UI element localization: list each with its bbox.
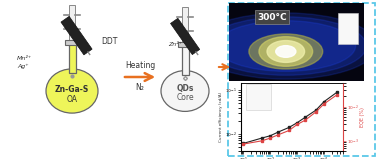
Bar xyxy=(246,84,271,110)
Ellipse shape xyxy=(195,13,377,79)
Bar xyxy=(65,40,79,45)
Y-axis label: EQE (%): EQE (%) xyxy=(360,107,365,127)
Text: DDT: DDT xyxy=(101,37,117,45)
Text: N₂: N₂ xyxy=(136,83,144,92)
Text: QDs: QDs xyxy=(176,83,194,93)
Ellipse shape xyxy=(267,41,305,62)
Y-axis label: Current efficiency (cd/A): Current efficiency (cd/A) xyxy=(219,92,223,142)
Text: Mn²⁺: Mn²⁺ xyxy=(17,56,32,62)
Polygon shape xyxy=(170,18,200,55)
Text: OA: OA xyxy=(67,94,77,104)
Polygon shape xyxy=(61,16,92,55)
Text: High PL QY: High PL QY xyxy=(235,56,271,62)
Ellipse shape xyxy=(46,69,98,113)
Text: High Stability: High Stability xyxy=(235,64,280,70)
Bar xyxy=(69,5,75,40)
Text: Ag⁺: Ag⁺ xyxy=(17,63,28,69)
Ellipse shape xyxy=(216,21,356,71)
Ellipse shape xyxy=(161,71,209,111)
Text: White QD-LEDs: White QD-LEDs xyxy=(235,72,285,78)
Text: Core: Core xyxy=(176,93,194,103)
Bar xyxy=(178,42,192,47)
Ellipse shape xyxy=(205,17,366,75)
Text: Zn²⁺: Zn²⁺ xyxy=(168,41,182,46)
Ellipse shape xyxy=(276,46,296,57)
Text: 300°C: 300°C xyxy=(257,13,287,21)
Text: Zn-Ga-S: Zn-Ga-S xyxy=(55,84,89,93)
Ellipse shape xyxy=(249,34,323,69)
Bar xyxy=(181,43,189,75)
Text: Heating: Heating xyxy=(125,61,155,70)
Ellipse shape xyxy=(259,37,313,66)
Bar xyxy=(182,7,188,42)
Bar xyxy=(338,13,358,44)
Bar xyxy=(68,41,76,73)
